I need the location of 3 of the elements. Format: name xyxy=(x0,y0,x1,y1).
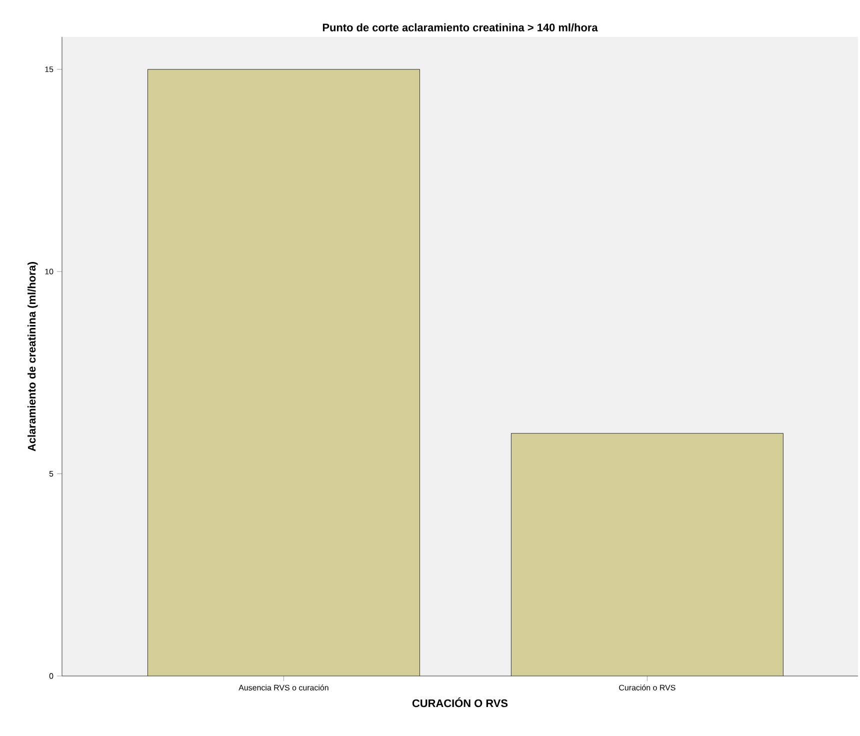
x-axis-title: CURACIÓN O RVS xyxy=(412,697,508,708)
chart-title: Punto de corte aclaramiento creatinina > 140 ml/hora xyxy=(322,23,598,32)
y-axis-title: Aclaramiento de creatinina (ml/hora) xyxy=(28,262,38,452)
